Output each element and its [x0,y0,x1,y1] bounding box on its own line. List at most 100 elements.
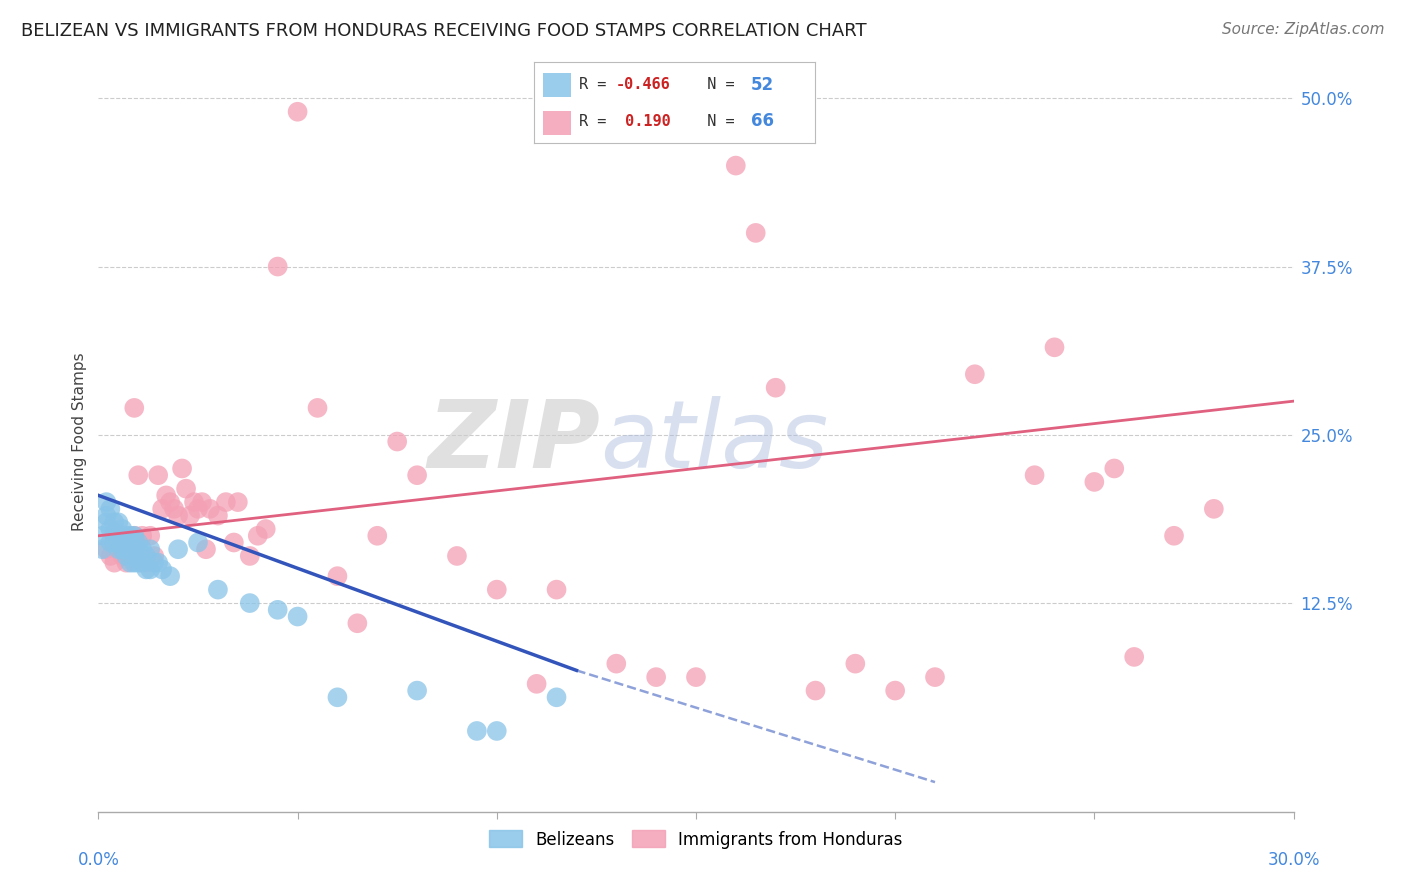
Point [183,495,205,509]
Point [111,542,134,557]
Point [385,434,409,449]
Point [326,569,349,583]
Point [167,508,190,523]
Point [179,508,201,523]
Point [91,529,114,543]
Point [111,535,134,549]
Point [135,562,157,576]
Point [884,683,907,698]
Point [1104,461,1126,475]
Text: 0.190: 0.190 [616,114,671,129]
Point [127,468,149,483]
Text: N =: N = [689,114,744,129]
Text: atlas: atlas [600,396,828,487]
Point [366,529,388,543]
Point [246,529,269,543]
Point [222,535,245,549]
Point [963,368,986,382]
Point [207,508,229,523]
Point [187,501,209,516]
Point [139,529,162,543]
Point [267,603,290,617]
Point [96,516,118,530]
Point [287,104,309,119]
Point [131,556,153,570]
Point [1083,475,1105,489]
Point [135,549,157,563]
Point [187,535,209,549]
Text: Source: ZipAtlas.com: Source: ZipAtlas.com [1222,22,1385,37]
Point [111,549,134,563]
Y-axis label: Receiving Food Stamps: Receiving Food Stamps [72,352,87,531]
Point [139,542,162,557]
Point [143,549,166,563]
Point [172,461,194,475]
Point [159,495,181,509]
Point [96,508,118,523]
Point [103,535,125,549]
Point [1024,468,1046,483]
Point [207,582,229,597]
Point [98,501,122,516]
Point [127,549,149,563]
Point [103,529,125,543]
Point [131,529,153,543]
Point [605,657,627,671]
Point [198,501,221,516]
Point [148,468,170,483]
Point [98,522,122,536]
Point [1043,340,1066,354]
Point [91,542,114,557]
Point [148,556,170,570]
Point [239,549,262,563]
Text: -0.466: -0.466 [616,77,671,92]
Point [1202,501,1225,516]
Point [645,670,668,684]
Point [150,562,173,576]
Point [107,529,129,543]
Point [239,596,262,610]
Text: R =: R = [579,77,616,92]
Point [98,535,122,549]
Point [150,501,173,516]
Point [174,482,197,496]
Point [1123,649,1146,664]
Point [485,582,508,597]
Text: 0.0%: 0.0% [77,851,120,869]
Point [226,495,249,509]
Point [124,556,146,570]
Point [120,556,142,570]
Point [1163,529,1185,543]
Point [107,542,129,557]
Point [107,516,129,530]
Text: BELIZEAN VS IMMIGRANTS FROM HONDURAS RECEIVING FOOD STAMPS CORRELATION CHART: BELIZEAN VS IMMIGRANTS FROM HONDURAS REC… [21,22,866,40]
Point [267,260,290,274]
Point [124,529,146,543]
Point [127,556,149,570]
Point [127,535,149,549]
Point [685,670,707,684]
Legend: Belizeans, Immigrants from Honduras: Belizeans, Immigrants from Honduras [482,823,910,855]
Point [120,542,142,557]
Point [844,657,866,671]
Text: 66: 66 [751,112,773,130]
Point [103,556,125,570]
Text: ZIP: ZIP [427,395,600,488]
Point [546,690,568,705]
Point [406,683,429,698]
Point [139,562,162,576]
Point [124,542,146,557]
Point [924,670,946,684]
Point [724,159,747,173]
Point [215,495,238,509]
Point [446,549,468,563]
Text: 30.0%: 30.0% [1267,851,1320,869]
Point [526,677,548,691]
Bar [543,111,571,135]
Point [98,549,122,563]
Point [155,488,177,502]
Point [103,516,125,530]
Point [120,542,142,557]
Text: 52: 52 [751,76,773,94]
Point [254,522,277,536]
